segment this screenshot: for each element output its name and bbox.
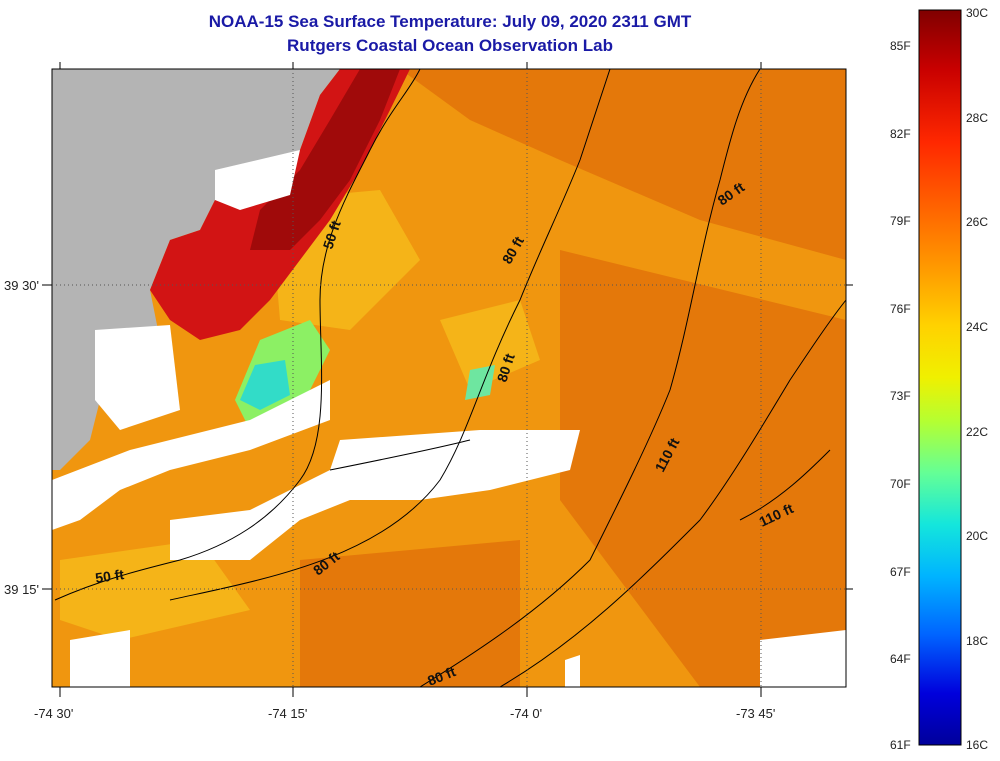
colorbar-fahrenheit-labels: 85F 82F 79F 76F 73F 70F 67F 64F 61F (890, 39, 911, 752)
svg-text:76F: 76F (890, 302, 911, 316)
svg-text:61F: 61F (890, 738, 911, 752)
yellow-patches (60, 190, 540, 640)
lon-label: -74 0' (510, 706, 542, 721)
svg-text:85F: 85F (890, 39, 911, 53)
cold-plume (240, 360, 290, 410)
lon-label: -74 30' (34, 706, 73, 721)
svg-text:82F: 82F (890, 127, 911, 141)
svg-text:64F: 64F (890, 652, 911, 666)
hottest-coastal-water (250, 69, 400, 250)
depth-contours (54, 69, 846, 687)
axis-ticks (42, 62, 853, 697)
lat-label: 39 30' (4, 278, 39, 293)
warm-patches (300, 69, 846, 687)
svg-text:73F: 73F (890, 389, 911, 403)
svg-text:20C: 20C (966, 529, 988, 543)
lon-label: -74 15' (268, 706, 307, 721)
svg-text:26C: 26C (966, 215, 988, 229)
svg-text:30C: 30C (966, 6, 988, 20)
svg-text:22C: 22C (966, 425, 988, 439)
svg-text:28C: 28C (966, 111, 988, 125)
svg-text:24C: 24C (966, 320, 988, 334)
map-frame (51, 68, 847, 688)
svg-text:16C: 16C (966, 738, 988, 752)
graticule (52, 69, 846, 687)
map-data-layer (52, 69, 846, 687)
colorbar (918, 9, 962, 746)
map-title: NOAA-15 Sea Surface Temperature: July 09… (208, 12, 692, 31)
svg-text:18C: 18C (966, 634, 988, 648)
lon-label: -73 45' (736, 706, 775, 721)
svg-text:70F: 70F (890, 477, 911, 491)
cloud-mask (52, 150, 846, 687)
contour-label: 50 ft (94, 566, 125, 586)
svg-text:79F: 79F (890, 214, 911, 228)
colorbar-celsius-labels: 30C 28C 26C 24C 22C 20C 18C 16C (966, 6, 988, 752)
svg-text:67F: 67F (890, 565, 911, 579)
map-subtitle: Rutgers Coastal Ocean Observation Lab (287, 36, 613, 55)
lat-label: 39 15' (4, 582, 39, 597)
